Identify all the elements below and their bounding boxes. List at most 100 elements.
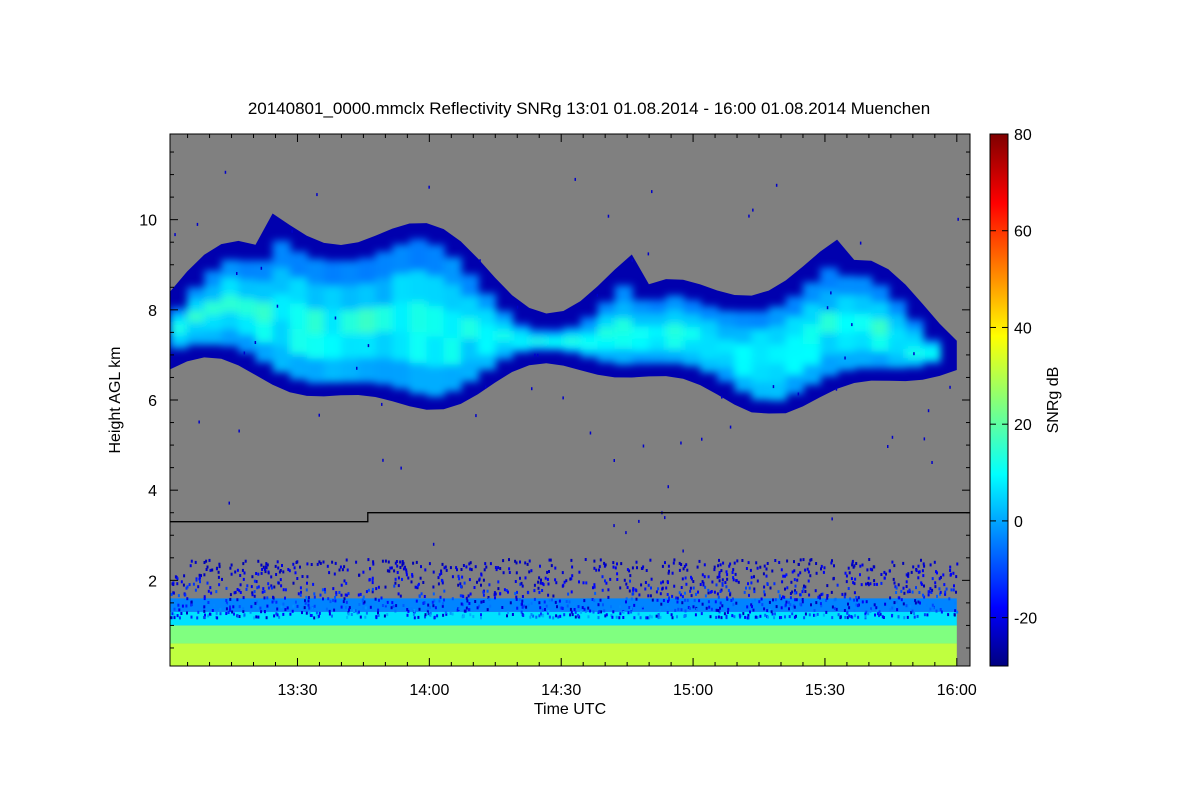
echo-pixel [859, 564, 862, 568]
echo-pixel [438, 573, 441, 577]
cloud-cell [187, 298, 206, 311]
echo-pixel [443, 598, 445, 602]
echo-pixel [686, 568, 689, 572]
echo-pixel [467, 594, 470, 598]
echo-pixel [291, 609, 294, 613]
echo-pixel [322, 560, 325, 564]
echo-pixel [552, 594, 555, 598]
echo-pixel [743, 590, 746, 594]
echo-pixel [709, 615, 712, 619]
echo-pixel [399, 566, 402, 569]
echo-pixel [949, 569, 952, 572]
echo-pixel [221, 577, 223, 581]
echo-pixel [952, 588, 955, 592]
echo-pixel [784, 615, 786, 619]
cloud-cell [683, 300, 702, 315]
echo-pixel [474, 565, 477, 569]
echo-pixel [923, 437, 926, 441]
cloud-cell [648, 300, 667, 314]
echo-pixel [750, 581, 753, 585]
echo-pixel [539, 606, 542, 610]
echo-pixel [820, 604, 823, 608]
echo-pixel [616, 572, 619, 576]
echo-pixel [645, 569, 648, 572]
cloud-cell [785, 296, 804, 317]
cloud-cell [751, 311, 770, 330]
chart-title: 20140801_0000.mmclx Reflectivity SNRg 13… [248, 99, 930, 118]
echo-pixel [729, 591, 732, 595]
cloud-cell [666, 349, 685, 364]
echo-pixel [242, 577, 245, 581]
y-tick-label: 10 [139, 213, 157, 230]
plot-overlay [170, 512, 970, 523]
echo-pixel [644, 581, 647, 584]
x-tick-label: 16:00 [937, 682, 977, 699]
echo-pixel [947, 613, 950, 617]
echo-pixel [882, 616, 885, 619]
echo-pixel [345, 593, 348, 597]
echo-pixel [592, 610, 595, 614]
echo-pixel [377, 585, 380, 589]
echo-pixel [203, 561, 206, 564]
echo-pixel [399, 594, 402, 598]
echo-pixel [680, 608, 683, 612]
echo-pixel [273, 614, 276, 618]
echo-pixel [275, 612, 278, 616]
echo-pixel [833, 607, 836, 611]
echo-pixel [465, 606, 468, 610]
cloud-cell [905, 357, 924, 368]
echo-pixel [544, 608, 546, 611]
echo-pixel [199, 580, 201, 584]
echo-pixel [758, 600, 761, 604]
echo-pixel [567, 592, 570, 596]
echo-pixel [721, 582, 724, 586]
echo-pixel [344, 593, 347, 597]
echo-pixel [690, 575, 692, 579]
echo-pixel [218, 562, 221, 566]
echo-pixel [276, 304, 279, 308]
echo-pixel [910, 570, 913, 574]
echo-pixel [837, 613, 840, 617]
echo-pixel [508, 558, 510, 562]
echo-pixel [871, 568, 874, 572]
echo-pixel [556, 605, 558, 609]
echo-pixel [328, 612, 331, 616]
echo-pixel [767, 615, 769, 619]
cloud-cell [392, 244, 411, 275]
echo-pixel [956, 610, 959, 614]
echo-pixel [190, 559, 193, 563]
echo-pixel [713, 568, 716, 572]
echo-pixel [276, 613, 279, 617]
echo-pixel [955, 575, 958, 579]
echo-pixel [926, 613, 929, 617]
echo-pixel [238, 605, 241, 609]
echo-pixel [763, 585, 766, 589]
echo-pixel [801, 598, 804, 601]
echo-pixel [835, 387, 838, 391]
echo-pixel [316, 615, 319, 619]
echo-pixel [216, 616, 219, 620]
echo-pixel [432, 592, 435, 596]
echo-pixel [495, 568, 498, 572]
echo-pixel [405, 570, 408, 574]
cloud-cell [289, 251, 308, 278]
echo-pixel [818, 594, 821, 598]
echo-pixel [823, 566, 826, 570]
echo-pixel [883, 570, 886, 574]
echo-pixel [830, 561, 833, 565]
echo-pixel [725, 614, 728, 618]
echo-pixel [893, 581, 896, 585]
echo-pixel [266, 563, 269, 567]
echo-pixel [225, 607, 228, 611]
echo-pixel [650, 586, 652, 590]
echo-pixel [295, 561, 298, 564]
echo-pixel [763, 607, 766, 611]
echo-pixel [905, 585, 908, 588]
echo-pixel [313, 616, 316, 620]
echo-pixel [243, 351, 246, 355]
echo-pixel [808, 562, 811, 566]
echo-pixel [514, 580, 517, 583]
echo-pixel [734, 572, 737, 576]
echo-pixel [429, 606, 431, 609]
echo-pixel [731, 614, 734, 618]
